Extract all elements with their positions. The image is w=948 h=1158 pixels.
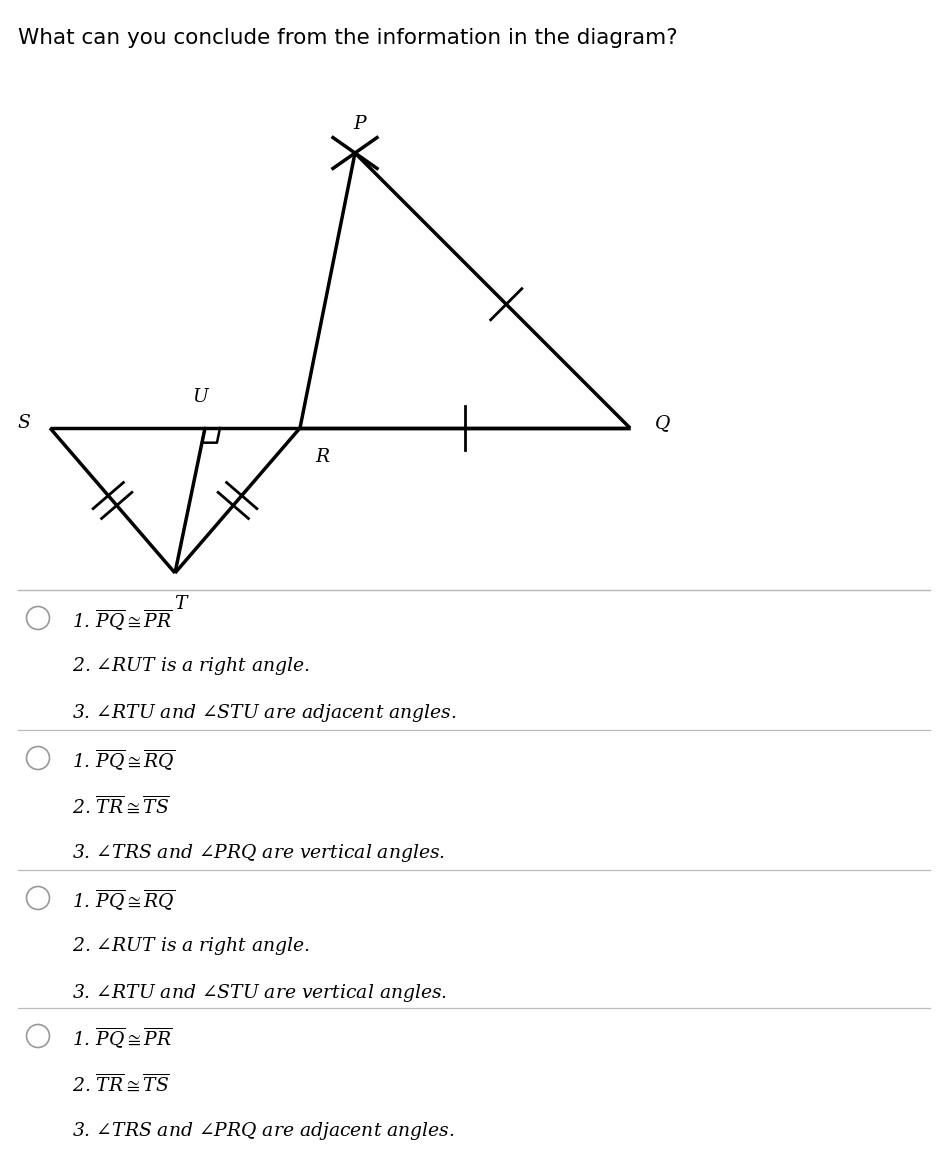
Text: 2. $\overline{TR} \cong \overline{TS}$: 2. $\overline{TR} \cong \overline{TS}$ [72, 1073, 170, 1095]
Text: Q: Q [655, 415, 670, 432]
Text: 1. $\overline{PQ} \cong \overline{PR}$: 1. $\overline{PQ} \cong \overline{PR}$ [72, 1026, 173, 1050]
Text: 1. $\overline{PQ} \cong \overline{PR}$: 1. $\overline{PQ} \cong \overline{PR}$ [72, 608, 173, 632]
Text: R: R [315, 448, 329, 466]
Text: T: T [173, 595, 186, 613]
Text: 3. $\angle RTU$ and $\angle STU$ are vertical angles.: 3. $\angle RTU$ and $\angle STU$ are ver… [72, 982, 447, 1004]
Text: 1. $\overline{PQ} \cong \overline{RQ}$: 1. $\overline{PQ} \cong \overline{RQ}$ [72, 888, 175, 913]
Text: 2. $\angle RUT$ is a right angle.: 2. $\angle RUT$ is a right angle. [72, 935, 310, 957]
Text: 3. $\angle TRS$ and $\angle PRQ$ are adjacent angles.: 3. $\angle TRS$ and $\angle PRQ$ are adj… [72, 1120, 455, 1142]
Text: 1. $\overline{PQ} \cong \overline{RQ}$: 1. $\overline{PQ} \cong \overline{RQ}$ [72, 748, 175, 772]
Text: 3. $\angle TRS$ and $\angle PRQ$ are vertical angles.: 3. $\angle TRS$ and $\angle PRQ$ are ver… [72, 842, 446, 864]
Text: P: P [354, 115, 366, 133]
Text: 2. $\angle RUT$ is a right angle.: 2. $\angle RUT$ is a right angle. [72, 655, 310, 677]
Text: 3. $\angle RTU$ and $\angle STU$ are adjacent angles.: 3. $\angle RTU$ and $\angle STU$ are adj… [72, 702, 457, 724]
Text: U: U [192, 388, 208, 406]
Text: 2. $\overline{TR} \cong \overline{TS}$: 2. $\overline{TR} \cong \overline{TS}$ [72, 796, 170, 816]
Text: What can you conclude from the information in the diagram?: What can you conclude from the informati… [18, 28, 678, 47]
Text: S: S [17, 415, 30, 432]
